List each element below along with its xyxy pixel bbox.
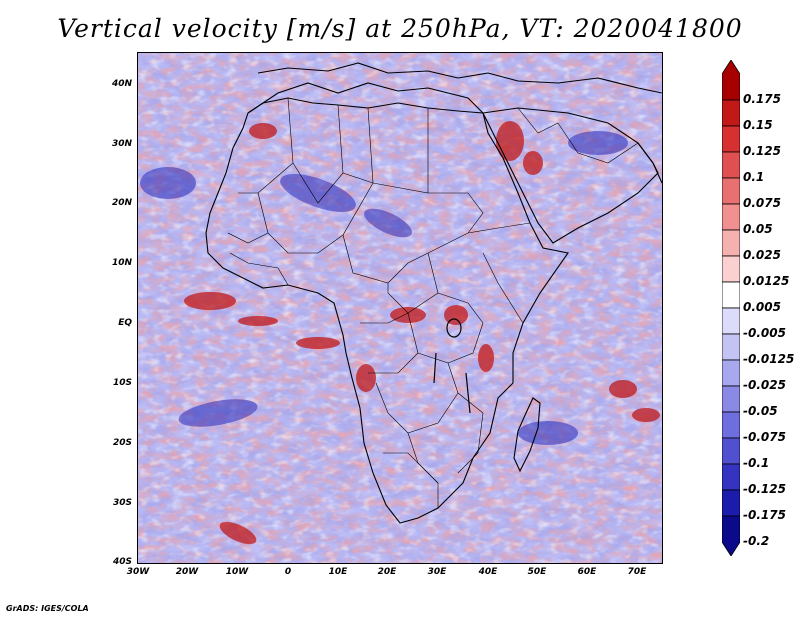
europe-coast <box>257 62 662 94</box>
country-borders <box>227 97 639 508</box>
colorbar-label: 0.005 <box>743 300 781 314</box>
lat-label-10s: 10S <box>112 378 132 388</box>
colorbar-label: 0.15 <box>743 118 773 132</box>
colorbar-swatch <box>722 359 740 387</box>
colorbar-label: -0.005 <box>743 326 786 340</box>
colorbar-swatch <box>722 411 740 439</box>
lon-label-30e: 30E <box>427 567 447 577</box>
colorbar-swatch <box>722 515 740 556</box>
velocity-field-map <box>138 53 662 563</box>
colorbar-label: 0.075 <box>743 196 781 210</box>
colorbar-swatch <box>722 463 740 491</box>
arabia-coastline <box>482 107 659 244</box>
lat-label-10n: 10N <box>111 258 132 268</box>
map-title: Vertical velocity [m/s] at 250hPa, VT: 2… <box>57 14 743 43</box>
colorbar-label: -0.175 <box>743 508 786 522</box>
lon-label-70e: 70E <box>627 567 647 577</box>
updraft-patches <box>184 121 660 545</box>
lon-label-20e: 20E <box>377 567 397 577</box>
colorbar-label: -0.025 <box>743 378 786 392</box>
downdraft-patches <box>140 131 628 445</box>
lat-label-20s: 20S <box>112 438 132 448</box>
colorbar-swatch <box>722 489 740 517</box>
colorbar <box>722 60 740 556</box>
lon-label-60e: 60E <box>577 567 597 577</box>
colorbar-label: 0.1 <box>743 170 765 184</box>
colorbar-swatch <box>722 307 740 335</box>
colorbar-swatch <box>722 229 740 257</box>
colorbar-label: 0.025 <box>743 248 781 262</box>
lat-label-40n: 40N <box>111 79 132 89</box>
lon-label-40e: 40E <box>478 567 498 577</box>
lon-label-0: 0 <box>284 567 292 577</box>
india-coast <box>637 142 662 184</box>
mediterranean-coast <box>247 97 484 114</box>
colorbar-swatch <box>722 437 740 465</box>
colorbar-label: 0.175 <box>743 92 781 106</box>
colorbar-label: -0.0125 <box>743 352 795 366</box>
lakes <box>433 318 471 414</box>
lon-label-10e: 10E <box>328 567 348 577</box>
credit-text: GrADS: IGES/COLA <box>6 604 89 613</box>
colorbar-label: -0.2 <box>743 534 770 548</box>
velocity-field-svg <box>138 53 662 563</box>
colorbar-label: -0.05 <box>743 404 778 418</box>
lat-label-eq: EQ <box>118 318 132 328</box>
colorbar-swatch <box>722 255 740 283</box>
lat-label-40s: 40S <box>112 557 132 567</box>
colorbar-swatch <box>722 281 740 309</box>
lat-label-20n: 20N <box>111 198 132 208</box>
colorbar-swatch <box>722 385 740 413</box>
colorbar-label: -0.1 <box>743 456 770 470</box>
colorbar-swatch <box>722 125 740 153</box>
colorbar-label: -0.125 <box>743 482 786 496</box>
colorbar-swatch <box>722 203 740 231</box>
colorbar-swatch <box>722 177 740 205</box>
lon-label-50e: 50E <box>527 567 547 577</box>
lon-label-30w: 30W <box>126 567 150 577</box>
colorbar-swatch <box>722 99 740 127</box>
lon-label-20w: 20W <box>175 567 199 577</box>
colorbar-label: -0.075 <box>743 430 786 444</box>
colorbar-label: 0.0125 <box>743 274 790 288</box>
colorbar-swatch <box>722 60 740 101</box>
lon-label-10w: 10W <box>225 567 249 577</box>
colorbar-label: 0.05 <box>743 222 773 236</box>
colorbar-label: 0.125 <box>743 144 781 158</box>
lat-label-30n: 30N <box>111 139 132 149</box>
colorbar-swatch <box>722 151 740 179</box>
colorbar-swatch <box>722 333 740 361</box>
lat-label-30s: 30S <box>112 498 132 508</box>
madagascar-coastline <box>513 397 541 473</box>
